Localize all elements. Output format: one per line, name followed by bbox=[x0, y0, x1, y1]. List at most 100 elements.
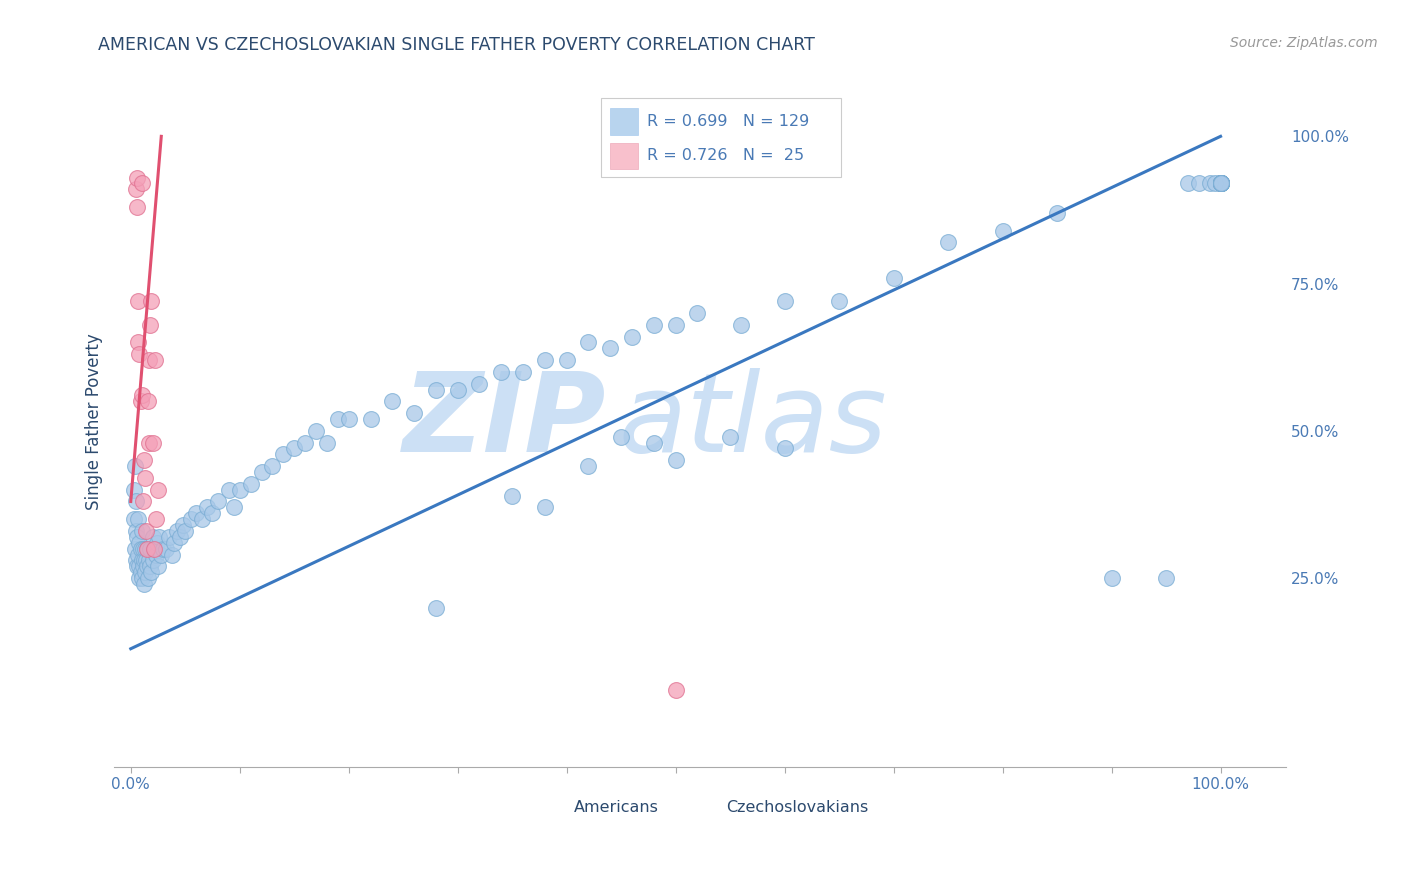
Point bbox=[127, 335, 149, 350]
Point bbox=[166, 524, 188, 538]
Point bbox=[610, 430, 633, 444]
Point bbox=[218, 483, 240, 497]
Point bbox=[201, 506, 224, 520]
Point bbox=[141, 565, 163, 579]
Point bbox=[1209, 177, 1232, 191]
Point bbox=[404, 406, 426, 420]
Text: Americans: Americans bbox=[574, 800, 658, 814]
Point bbox=[337, 412, 360, 426]
Point bbox=[127, 512, 149, 526]
Point bbox=[305, 424, 328, 438]
Point bbox=[127, 530, 149, 544]
Point bbox=[1209, 177, 1232, 191]
Point bbox=[665, 453, 688, 467]
Point bbox=[883, 270, 905, 285]
Point bbox=[132, 577, 155, 591]
Point bbox=[127, 559, 149, 574]
Point bbox=[127, 170, 149, 185]
Text: ZIP: ZIP bbox=[404, 368, 606, 475]
Point bbox=[138, 553, 160, 567]
Point bbox=[155, 541, 177, 556]
Bar bbox=[610, 109, 638, 135]
Point bbox=[124, 541, 146, 556]
Point bbox=[136, 394, 159, 409]
Point bbox=[1209, 177, 1232, 191]
Point bbox=[294, 435, 316, 450]
Point bbox=[1209, 177, 1232, 191]
Point bbox=[773, 442, 796, 456]
Point bbox=[138, 353, 160, 368]
Point bbox=[1209, 177, 1232, 191]
Point bbox=[125, 524, 148, 538]
Point bbox=[134, 471, 156, 485]
Point bbox=[131, 553, 153, 567]
Point bbox=[468, 376, 491, 391]
Point bbox=[135, 524, 157, 538]
Point bbox=[125, 182, 148, 196]
Point bbox=[599, 342, 621, 356]
Point bbox=[229, 483, 252, 497]
Point bbox=[190, 512, 212, 526]
Point bbox=[1209, 177, 1232, 191]
Point bbox=[134, 541, 156, 556]
Point bbox=[142, 553, 165, 567]
Point bbox=[718, 430, 741, 444]
Point bbox=[136, 541, 159, 556]
Point bbox=[1209, 177, 1232, 191]
Point bbox=[134, 565, 156, 579]
Point bbox=[491, 365, 513, 379]
Point bbox=[150, 548, 173, 562]
Point bbox=[146, 559, 169, 574]
Point bbox=[172, 518, 194, 533]
Point bbox=[1154, 571, 1177, 585]
Point bbox=[686, 306, 709, 320]
Point bbox=[139, 541, 162, 556]
Point bbox=[139, 318, 162, 332]
Point bbox=[128, 535, 150, 549]
Point bbox=[143, 353, 166, 368]
Point bbox=[157, 530, 180, 544]
Point bbox=[1209, 177, 1232, 191]
Point bbox=[936, 235, 959, 250]
Point bbox=[195, 500, 218, 515]
Point bbox=[643, 435, 665, 450]
Point bbox=[180, 512, 202, 526]
Point bbox=[132, 559, 155, 574]
Point bbox=[1101, 571, 1123, 585]
Point bbox=[138, 435, 160, 450]
Point bbox=[131, 571, 153, 585]
Point bbox=[828, 294, 851, 309]
Point bbox=[1046, 206, 1069, 220]
Bar bbox=[543, 796, 568, 818]
Point bbox=[555, 353, 578, 368]
Point bbox=[131, 524, 153, 538]
Point bbox=[1209, 177, 1232, 191]
Text: atlas: atlas bbox=[619, 368, 887, 475]
Point bbox=[250, 465, 273, 479]
Point bbox=[142, 435, 165, 450]
Point bbox=[1209, 177, 1232, 191]
Point bbox=[1209, 177, 1232, 191]
Point bbox=[143, 541, 166, 556]
Point bbox=[136, 541, 159, 556]
Text: R = 0.699   N = 129: R = 0.699 N = 129 bbox=[648, 114, 810, 129]
Point bbox=[773, 294, 796, 309]
Point bbox=[132, 541, 155, 556]
Point bbox=[316, 435, 339, 450]
Point bbox=[125, 553, 148, 567]
Point bbox=[128, 571, 150, 585]
Point bbox=[122, 483, 145, 497]
Point bbox=[239, 476, 262, 491]
Point bbox=[447, 383, 470, 397]
Point bbox=[136, 571, 159, 585]
Point bbox=[1209, 177, 1232, 191]
Point bbox=[425, 600, 447, 615]
Point bbox=[665, 683, 688, 698]
Point bbox=[127, 294, 149, 309]
Point bbox=[1209, 177, 1232, 191]
Point bbox=[127, 548, 149, 562]
Point bbox=[262, 459, 284, 474]
Point bbox=[534, 353, 557, 368]
Point bbox=[1209, 177, 1232, 191]
Point bbox=[1204, 177, 1226, 191]
